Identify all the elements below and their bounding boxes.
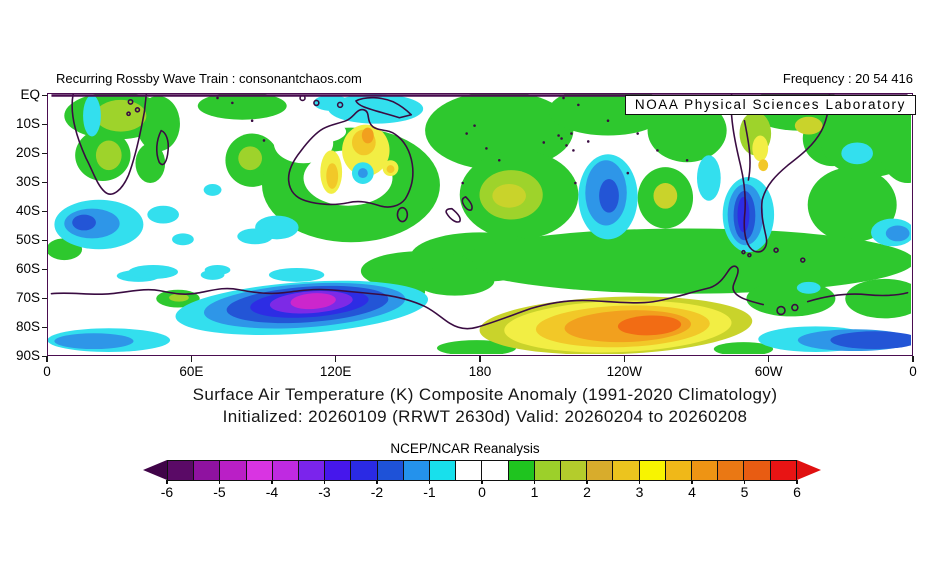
colorbar-cell	[219, 461, 246, 480]
map-panel	[47, 93, 913, 356]
colorbar-cell	[376, 461, 403, 480]
colorbar-cell	[298, 461, 325, 480]
colorbar-notch	[533, 480, 536, 484]
colorbar-cell	[743, 461, 770, 480]
colorbar-notch	[376, 480, 378, 484]
colorbar-tick-label: 3	[635, 484, 644, 500]
colorbar-notch	[271, 480, 273, 484]
lat-tick-mark	[42, 210, 47, 212]
colorbar-notch	[166, 480, 168, 484]
lat-tick-mark	[42, 355, 47, 357]
colorbar-cell	[168, 461, 194, 480]
lat-tick-mark	[42, 239, 47, 241]
lon-tick-label: 180	[468, 364, 492, 379]
anomaly-map	[48, 94, 911, 354]
colorbar-cell	[691, 461, 718, 480]
colorbar-tick-label: -2	[370, 484, 384, 500]
plot-title: Surface Air Temperature (K) Composite An…	[192, 385, 778, 404]
colorbar: -6 -5 -4 -3 -2 -1 0 1 2 3 4 5 6	[143, 460, 821, 500]
lon-tick-mark	[912, 356, 914, 362]
colorbar-left-arrow	[143, 460, 167, 480]
lat-tick-label: 20S	[15, 145, 40, 160]
lat-tick-mark	[42, 297, 47, 299]
lon-tick-mark	[767, 356, 770, 362]
watermark-left: Recurring Rossby Wave Train : consonantc…	[56, 71, 362, 86]
colorbar-tick-label: -6	[160, 484, 174, 500]
colorbar-cell	[533, 461, 561, 480]
colorbar-cell	[481, 461, 508, 480]
colorbar-right-arrow	[797, 460, 821, 480]
colorbar-cell	[429, 461, 456, 480]
colorbar-notch	[691, 480, 693, 484]
colorbar-cell	[402, 461, 430, 480]
colorbar-notch	[638, 480, 641, 484]
plot-subtitle: Initialized: 20260109 (RRWT 2630d) Valid…	[222, 407, 748, 426]
lat-tick-mark	[42, 326, 47, 328]
colorbar-tick-label: 2	[583, 484, 591, 500]
frequency-label: Frequency : 20 54 416	[782, 71, 913, 86]
lat-tick-mark	[42, 181, 47, 183]
colorbar-tick-label: 5	[740, 484, 749, 500]
noaa-psl-box: NOAA Physical Sciences Laboratory	[624, 95, 916, 115]
lon-tick-mark	[190, 356, 193, 362]
colorbar-tick-label: 6	[793, 484, 801, 500]
colorbar-cell	[271, 461, 299, 480]
colorbar-cell	[586, 461, 613, 480]
colorbar-cell	[638, 461, 665, 480]
colorbar-tick-label: -5	[213, 484, 226, 500]
lon-tick-label: 120W	[606, 364, 642, 379]
colorbar-cell	[560, 461, 587, 480]
colorbar-tick-label: 4	[688, 484, 696, 500]
colorbar-tick-label: 0	[478, 484, 486, 500]
lat-tick-mark	[42, 152, 47, 154]
colorbar-tick-label: -3	[318, 484, 331, 500]
lat-tick-label: 40S	[15, 203, 40, 218]
colorbar-notch	[796, 480, 798, 484]
lon-tick-mark	[46, 356, 48, 362]
colorbar-cell	[193, 461, 220, 480]
colorbar-tick-label: -4	[265, 484, 279, 500]
lon-tick-label: 120E	[319, 364, 352, 379]
colorbar-notch	[218, 480, 221, 484]
island-dots	[216, 96, 689, 185]
colorbar-notch	[743, 480, 746, 484]
colorbar-notch	[481, 480, 483, 484]
lat-tick-label: 60S	[15, 261, 40, 276]
colorbar-cell	[350, 461, 377, 480]
colorbar-cells	[167, 460, 797, 481]
lat-tick-label: 80S	[15, 319, 40, 334]
colorbar-cell	[769, 461, 796, 480]
colorbar-cell	[455, 461, 482, 480]
colorbar-tick-label: -1	[423, 484, 436, 500]
colorbar-cell	[324, 461, 351, 480]
lat-tick-mark	[42, 94, 47, 96]
lon-tick-label: 0	[909, 364, 917, 379]
colorbar-cell	[664, 461, 692, 480]
colorbar-title: NCEP/NCAR Reanalysis	[390, 441, 540, 456]
lat-tick-mark	[42, 123, 47, 125]
lon-tick-label: 60W	[754, 364, 783, 379]
lon-tick-label: 60E	[179, 364, 204, 379]
lat-tick-label: 90S	[15, 348, 40, 363]
lat-tick-label: 30S	[15, 174, 40, 189]
colorbar-cell	[717, 461, 744, 480]
colorbar-notch	[428, 480, 431, 484]
lat-tick-label: EQ	[20, 87, 40, 102]
lon-tick-label: 0	[43, 364, 51, 379]
lon-tick-mark	[479, 356, 481, 362]
colorbar-cell	[245, 461, 272, 480]
lat-tick-label: 70S	[15, 290, 40, 305]
colorbar-tick-label: 1	[530, 484, 539, 500]
lat-tick-label: 50S	[15, 232, 40, 247]
colorbar-cell	[507, 461, 534, 480]
colorbar-cell	[612, 461, 639, 480]
lat-tick-label: 10S	[15, 116, 40, 131]
colorbar-notch	[586, 480, 588, 484]
lon-tick-mark	[623, 356, 626, 362]
colorbar-notch	[323, 480, 326, 484]
lat-tick-mark	[42, 268, 47, 270]
lon-tick-mark	[334, 356, 337, 362]
